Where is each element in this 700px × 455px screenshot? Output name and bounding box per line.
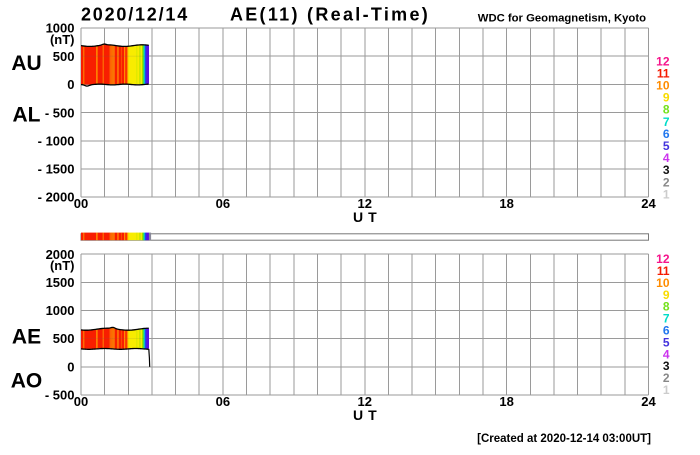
svg-text:9: 9 [663,288,670,302]
svg-text:2: 2 [663,175,670,189]
svg-text:5: 5 [663,139,670,153]
svg-text:U: U [353,209,363,225]
svg-text:5: 5 [663,335,670,349]
svg-text:10: 10 [656,276,670,290]
svg-text:T: T [368,209,377,225]
svg-text:[Created at 2020-12-14 03:00UT: [Created at 2020-12-14 03:00UT] [477,433,651,445]
svg-text:6: 6 [663,324,670,338]
svg-text:1500: 1500 [46,275,75,290]
svg-text:24: 24 [641,196,656,211]
svg-text:500: 500 [53,331,75,346]
svg-text:3: 3 [663,359,670,373]
svg-text:06: 06 [216,394,230,409]
svg-text:1: 1 [663,187,670,201]
svg-text:11: 11 [657,66,670,80]
svg-text:06: 06 [216,196,230,211]
svg-text:4: 4 [663,151,670,165]
svg-text:7: 7 [663,115,670,129]
svg-text:1000: 1000 [46,21,75,36]
svg-text:- 500: - 500 [45,105,75,120]
svg-text:18: 18 [499,394,513,409]
svg-text:U: U [353,407,363,423]
svg-text:- 1000: - 1000 [38,134,75,149]
svg-text:4: 4 [663,347,670,361]
svg-text:12: 12 [656,252,670,266]
svg-text:18: 18 [499,196,513,211]
svg-text:9: 9 [663,91,670,105]
svg-text:6: 6 [663,127,670,141]
svg-text:8: 8 [663,300,670,314]
svg-text:12: 12 [656,54,670,68]
svg-text:7: 7 [663,312,670,326]
svg-text:2: 2 [663,371,670,385]
svg-text:WDC for Geomagnetism, Kyoto: WDC for Geomagnetism, Kyoto [478,13,646,25]
svg-text:10: 10 [656,79,670,93]
svg-text:- 500: - 500 [45,387,75,402]
svg-text:T: T [368,407,377,423]
svg-text:1: 1 [663,383,670,397]
svg-text:AE(11) (Real-Time): AE(11) (Real-Time) [230,4,430,24]
svg-text:2020/12/14: 2020/12/14 [81,4,189,24]
svg-text:11: 11 [657,264,670,278]
svg-text:500: 500 [53,49,75,64]
svg-text:(nT): (nT) [50,258,75,273]
svg-text:- 2000: - 2000 [38,189,75,204]
svg-text:AU: AU [11,52,41,75]
svg-text:3: 3 [663,163,670,177]
svg-text:8: 8 [663,103,670,117]
svg-text:AE: AE [12,326,41,349]
svg-text:12: 12 [358,394,372,409]
svg-text:00: 00 [74,394,88,409]
svg-text:AL: AL [13,104,41,127]
svg-text:00: 00 [74,196,88,211]
svg-text:0: 0 [67,77,74,92]
svg-text:0: 0 [67,359,74,374]
svg-text:12: 12 [358,196,372,211]
svg-text:- 1500: - 1500 [38,162,75,177]
svg-text:1000: 1000 [46,303,75,318]
svg-text:AO: AO [11,370,43,393]
svg-text:2000: 2000 [46,247,75,262]
svg-text:24: 24 [641,394,656,409]
svg-text:(nT): (nT) [50,32,75,47]
